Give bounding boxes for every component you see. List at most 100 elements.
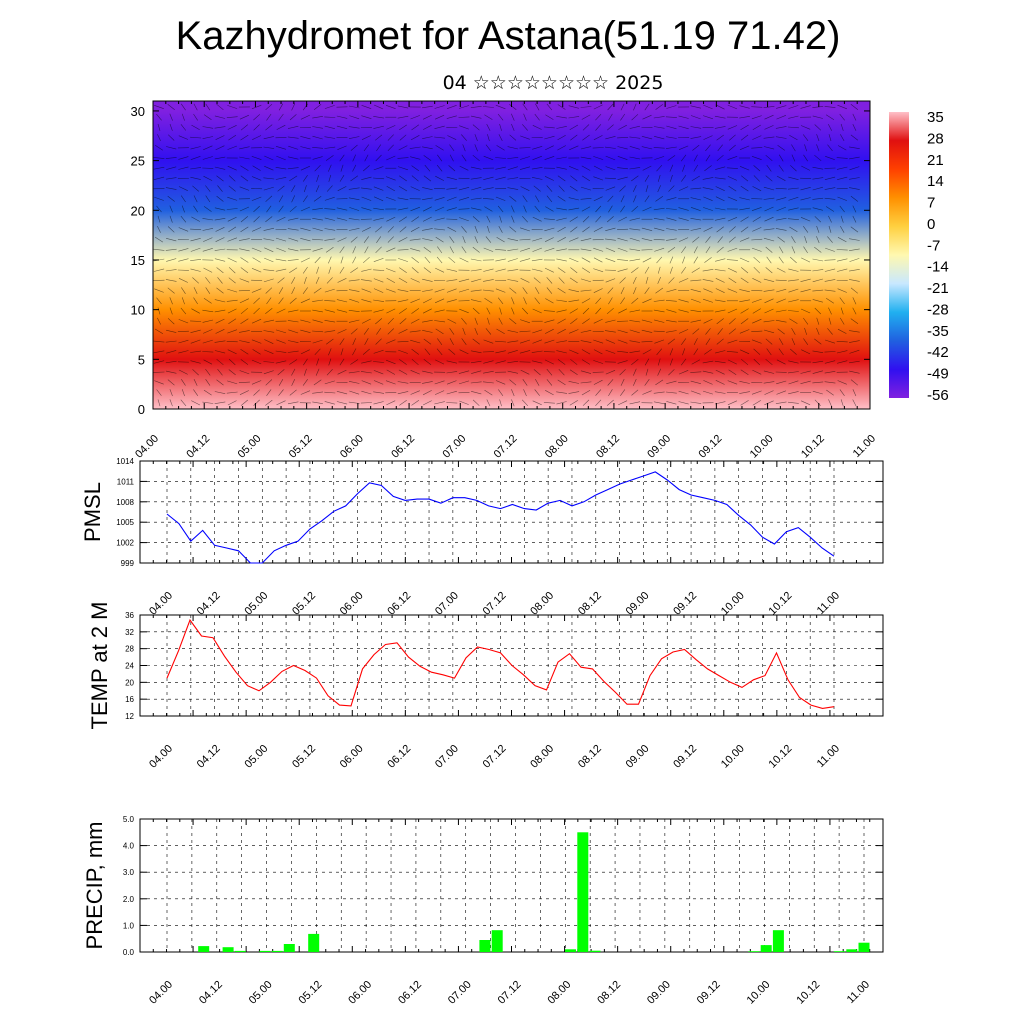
- heatmap-x-tick-label: 08.12: [594, 433, 622, 461]
- temp-series-line: [166, 618, 835, 709]
- y-tick-label: 1011: [117, 477, 135, 486]
- precip-x-tick-label: 04.00: [147, 979, 175, 1007]
- precip-x-tick-label: 05.12: [297, 979, 325, 1007]
- pmsl-x-tick-label: 05.12: [290, 590, 318, 618]
- y-tick-label: 36: [125, 611, 134, 620]
- y-tick-label: 16: [125, 695, 134, 704]
- colorbar-label: 28: [927, 130, 944, 147]
- precip-x-tick-label: 04.12: [197, 979, 225, 1007]
- temp-x-tick-label: 06.00: [338, 743, 366, 771]
- heatmap-x-tick-label: 06.00: [338, 433, 366, 461]
- heatmap-y-tick-label: 30: [131, 104, 145, 119]
- pmsl-x-tick-label: 04.00: [147, 590, 175, 618]
- precip-x-tick-label: 09.12: [695, 979, 723, 1007]
- precip-x-tick-label: 10.12: [794, 979, 822, 1007]
- pmsl-x-tick-label: 05.00: [242, 590, 270, 618]
- temp-x-tick-label: 11.00: [815, 743, 842, 770]
- pmsl-x-tick-label: 07.00: [433, 590, 461, 618]
- colorbar-label: -14: [927, 259, 949, 276]
- heatmap-x-tick-label: 09.12: [697, 433, 725, 461]
- heatmap-x-tick-label: 04.12: [184, 433, 212, 461]
- temperature-field: [153, 101, 870, 409]
- y-axis-label: PMSL: [80, 482, 105, 542]
- temp-x-tick-label: 04.12: [195, 743, 223, 771]
- y-axis-label: TEMP at 2 M: [87, 602, 112, 730]
- precip-bar: [577, 832, 589, 952]
- y-tick-label: 20: [125, 678, 134, 687]
- heatmap-x-tick-label: 07.00: [440, 433, 468, 461]
- precip-bar: [491, 930, 503, 952]
- colorbar-label: 7: [927, 195, 935, 212]
- temp-x-tick-label: 09.00: [624, 743, 652, 771]
- precip-x-tick-label: 05.00: [247, 979, 275, 1007]
- y-tick-label: 2.0: [123, 895, 135, 904]
- heatmap-y-tick-label: 15: [131, 253, 145, 268]
- pmsl-x-tick-label: 10.00: [719, 590, 747, 618]
- temp-x-tick-label: 07.12: [481, 743, 509, 771]
- y-tick-label: 32: [125, 628, 134, 637]
- heatmap-x-tick-label: 08.00: [543, 433, 571, 461]
- precip-bar: [283, 944, 295, 952]
- precip-bar: [479, 940, 491, 952]
- precip-bar: [259, 950, 271, 952]
- heatmap-x-tick-label: 06.12: [389, 433, 417, 461]
- y-tick-label: 5.0: [123, 815, 135, 824]
- y-tick-label: 28: [125, 645, 134, 654]
- heatmap-x-tick-label: 05.00: [236, 433, 264, 461]
- heatmap-x-tick-label: 09.00: [645, 433, 673, 461]
- precip-bar: [846, 949, 858, 952]
- y-tick-label: 0.0: [123, 948, 135, 957]
- precip-x-tick-label: 11.00: [845, 979, 872, 1006]
- colorbar-label: 0: [927, 216, 935, 233]
- heatmap-y-tick-label: 0: [138, 402, 145, 417]
- y-axis-label: PRECIP, mm: [82, 822, 107, 950]
- colorbar-label: -7: [927, 237, 940, 254]
- heatmap-x-tick-label: 11.00: [851, 433, 878, 460]
- pmsl-x-tick-label: 08.00: [528, 590, 556, 618]
- precip-x-tick-label: 06.12: [396, 979, 424, 1007]
- colorbar-label: -21: [927, 280, 949, 297]
- colorbar: [889, 112, 909, 398]
- y-tick-label: 1008: [116, 498, 134, 507]
- precip-bar: [834, 951, 845, 952]
- colorbar-label: 21: [927, 152, 944, 169]
- pmsl-x-tick-label: 07.12: [481, 590, 509, 618]
- colorbar-label: 35: [927, 109, 944, 126]
- heatmap-y-tick-label: 10: [131, 303, 145, 318]
- temp-x-tick-label: 04.00: [147, 743, 175, 771]
- temp-x-tick-label: 08.12: [576, 743, 604, 771]
- colorbar-label: -28: [927, 301, 949, 318]
- precip-x-tick-label: 09.00: [645, 979, 673, 1007]
- heatmap-y-tick-label: 20: [131, 203, 145, 218]
- plot-frame: [139, 818, 884, 953]
- pmsl-x-tick-label: 09.00: [624, 590, 652, 618]
- precip-x-tick-label: 08.12: [595, 979, 623, 1007]
- precip-x-tick-label: 07.00: [446, 979, 474, 1007]
- temp-x-tick-label: 06.12: [385, 743, 413, 771]
- temp-x-tick-label: 05.00: [242, 743, 270, 771]
- temp-x-tick-label: 08.00: [528, 743, 556, 771]
- precip-bar: [308, 933, 320, 952]
- precip-bar: [222, 947, 234, 952]
- colorbar-label: -49: [927, 366, 949, 383]
- pmsl-x-tick-label: 06.12: [385, 590, 413, 618]
- heatmap-x-tick-label: 04.00: [133, 433, 161, 461]
- wind-barbs: [153, 103, 860, 407]
- temp-x-tick-label: 09.12: [671, 743, 699, 771]
- temp-x-tick-label: 10.00: [719, 743, 747, 771]
- colorbar-label: 14: [927, 173, 944, 190]
- y-tick-label: 999: [121, 559, 135, 568]
- pmsl-x-tick-label: 11.00: [815, 590, 842, 617]
- precip-bar: [234, 950, 246, 952]
- pmsl-x-tick-label: 08.12: [576, 590, 604, 618]
- pmsl-x-tick-label: 04.12: [195, 590, 223, 618]
- temp-x-tick-label: 07.00: [433, 743, 461, 771]
- precip-bar: [772, 930, 784, 952]
- plot-frame: [139, 460, 884, 564]
- heatmap-y-tick-label: 5: [138, 352, 145, 367]
- precip-bar: [858, 942, 870, 952]
- precip-bar: [748, 951, 760, 952]
- precip-bar: [589, 950, 601, 952]
- chart-subtitle: 04 ☆☆☆☆☆☆☆☆ 2025: [442, 72, 664, 94]
